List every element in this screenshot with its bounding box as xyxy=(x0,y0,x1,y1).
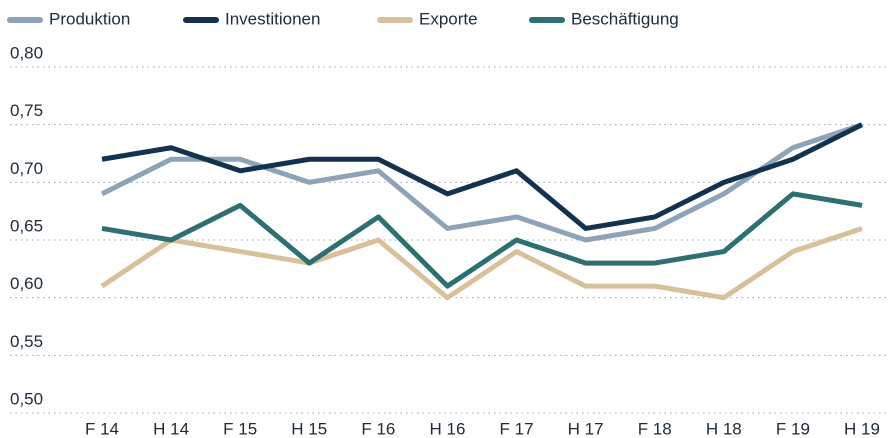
x-tick-label: F 17 xyxy=(500,419,534,438)
x-tick-label: H 15 xyxy=(291,419,327,438)
y-tick-label: 0,60 xyxy=(10,274,43,293)
legend-label: Exporte xyxy=(419,9,478,28)
x-tick-label: H 16 xyxy=(429,419,465,438)
series-line xyxy=(100,226,863,301)
legend-label: Beschäftigung xyxy=(571,9,679,28)
series-line xyxy=(101,191,863,289)
y-tick-label: 0,55 xyxy=(10,332,43,351)
legend-label: Investitionen xyxy=(225,9,320,28)
x-tick-label: H 18 xyxy=(706,419,742,438)
x-tick-label: F 16 xyxy=(361,419,395,438)
series-line xyxy=(100,122,863,243)
legend-label: Produktion xyxy=(49,9,130,28)
x-tick-label: H 14 xyxy=(153,419,189,438)
x-tick-label: H 17 xyxy=(568,419,604,438)
x-tick-label: F 15 xyxy=(223,419,257,438)
y-tick-label: 0,65 xyxy=(10,216,43,235)
y-tick-label: 0,50 xyxy=(10,389,43,408)
x-tick-label: F 18 xyxy=(638,419,672,438)
y-tick-label: 0,75 xyxy=(10,101,43,120)
x-tick-label: H 19 xyxy=(844,419,880,438)
y-tick-label: 0,70 xyxy=(10,159,43,178)
series-line xyxy=(101,122,864,231)
x-tick-label: F 14 xyxy=(85,419,119,438)
y-tick-label: 0,80 xyxy=(10,43,43,62)
x-tick-label: F 19 xyxy=(776,419,810,438)
